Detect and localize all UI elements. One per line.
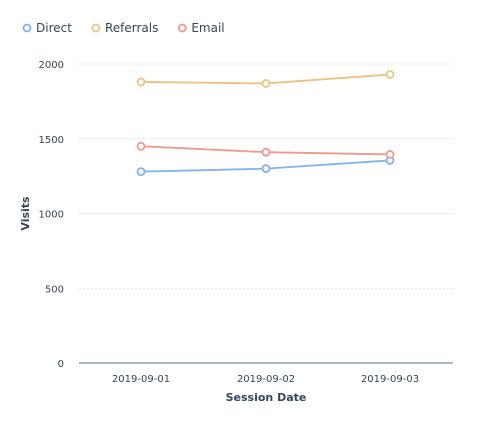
chart-legend: Direct Referrals Email	[22, 21, 225, 35]
data-point[interactable]	[136, 141, 146, 151]
legend-label: Direct	[36, 21, 72, 35]
series-layer	[136, 70, 395, 177]
y-tick-label: 1000	[39, 210, 64, 221]
y-axis-title: Visits	[19, 196, 32, 231]
legend-marker	[177, 23, 187, 33]
y-tick-label: 2000	[39, 60, 64, 71]
legend-item[interactable]: Email	[177, 21, 225, 35]
legend-marker	[91, 23, 101, 33]
legend-label: Referrals	[105, 21, 158, 35]
x-axis-ticks: 2019-09-01 2019-09-02 2019-09-03	[112, 374, 419, 385]
y-tick-label: 0	[58, 359, 64, 370]
data-point[interactable]	[261, 79, 271, 88]
data-point[interactable]	[261, 147, 271, 157]
series-direct	[136, 156, 395, 177]
series-referrals	[136, 70, 395, 88]
data-point[interactable]	[385, 70, 395, 79]
data-point[interactable]	[136, 77, 146, 87]
legend-marker	[22, 23, 32, 33]
x-tick-label: 2019-09-02	[237, 374, 295, 385]
y-tick-label: 500	[45, 284, 64, 295]
y-tick-label: 1500	[39, 135, 64, 146]
gridlines	[79, 63, 453, 289]
series-email	[136, 141, 395, 159]
data-point[interactable]	[136, 167, 146, 177]
x-tick-label: 2019-09-01	[112, 374, 170, 385]
y-axis-ticks: 0 500 1000 1500 2000	[39, 60, 64, 370]
legend-item[interactable]: Direct	[22, 21, 73, 35]
legend-label: Email	[191, 21, 224, 35]
legend-item[interactable]: Referrals	[91, 21, 158, 35]
x-tick-label: 2019-09-03	[361, 374, 419, 385]
data-point[interactable]	[261, 164, 271, 174]
data-point[interactable]	[385, 150, 395, 159]
x-axis-title: Session Date	[226, 391, 307, 404]
